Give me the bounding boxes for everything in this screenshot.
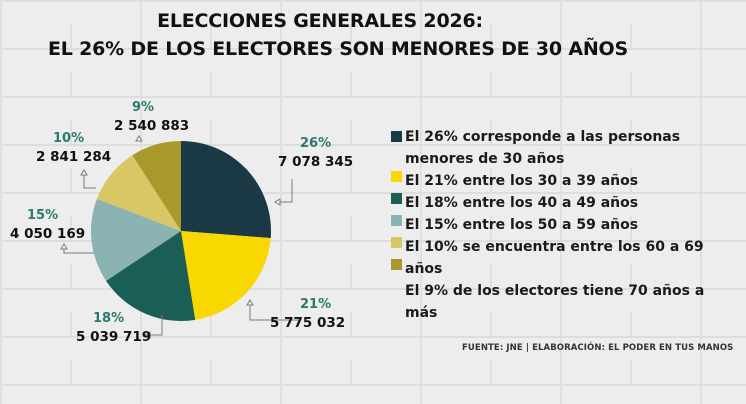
- slice-pct-5: 9%: [132, 100, 155, 115]
- legend-text-5: El 9% de los electores tiene 70 años a m…: [405, 283, 705, 321]
- slice-value-5: 2 540 883: [114, 118, 190, 134]
- slice-value-3: 4 050 169: [10, 226, 86, 242]
- legend-item-3: El 15% entre los 50 a 59 años: [391, 214, 741, 236]
- legend-item-2: El 18% entre los 40 a 49 años: [391, 192, 741, 214]
- connector-line-4: [83, 170, 96, 189]
- legend-swatch-5: [391, 259, 402, 270]
- slice-label-5: 9% 2 540 883: [114, 99, 189, 135]
- pie-slice-3: [91, 198, 181, 281]
- legend-item-1: El 21% entre los 30 a 39 años: [391, 170, 741, 192]
- slice-value-4: 2 841 284: [36, 149, 112, 165]
- legend-swatch-1: [391, 171, 402, 182]
- pie-slice-4: [96, 155, 181, 231]
- connector-line-0: [275, 179, 293, 203]
- pie-slices: [91, 141, 271, 321]
- legend-text-1: El 21% entre los 30 a 39 años: [405, 173, 639, 189]
- slice-pct-2: 18%: [93, 311, 125, 326]
- connector-arrow-4: [80, 169, 88, 176]
- slice-label-2: 18% 5 039 719: [76, 310, 151, 346]
- slice-value-0: 7 078 345: [278, 154, 354, 170]
- slice-pct-0: 26%: [300, 136, 332, 151]
- pie-slice-5: [132, 141, 181, 231]
- slice-label-4: 10% 2 841 284: [36, 130, 111, 166]
- slice-pct-1: 21%: [300, 297, 332, 312]
- slice-value-1: 5 775 032: [270, 315, 346, 331]
- connector-line-2: [145, 315, 163, 336]
- legend-swatch-4: [391, 237, 402, 248]
- slice-pct-4: 10%: [53, 131, 85, 146]
- title-line-2: EL 26% DE LOS ELECTORES SON MENORES DE 3…: [48, 38, 628, 60]
- chart-legend: El 26% corresponde a las personas menore…: [391, 126, 741, 324]
- connector-arrow-1: [246, 299, 254, 306]
- legend-item-4: El 10% se encuentra entre los 60 a 69 añ…: [391, 236, 705, 280]
- source-note: FUENTE: JNE | ELABORACIÓN: EL PODER EN T…: [462, 343, 734, 353]
- title-line-1: ELECCIONES GENERALES 2026:: [157, 10, 483, 32]
- pie-slice-2: [106, 231, 196, 321]
- legend-text-4: El 10% se encuentra entre los 60 a 69 añ…: [405, 239, 704, 277]
- slice-label-0: 26% 7 078 345: [278, 135, 353, 171]
- connector-arrow-3: [60, 243, 68, 250]
- legend-text-2: El 18% entre los 40 a 49 años: [405, 195, 639, 211]
- slice-pct-3: 15%: [27, 208, 59, 223]
- connector-arrow-5: [135, 135, 143, 142]
- connector-arrow-2: [144, 331, 151, 339]
- label-connectors: [60, 135, 300, 339]
- connector-line-1: [249, 300, 300, 321]
- slice-value-2: 5 039 719: [76, 329, 152, 345]
- legend-item-5: El 9% de los electores tiene 70 años a m…: [391, 280, 741, 324]
- legend-text-0: El 26% corresponde a las personas menore…: [405, 129, 681, 167]
- pie-slice-0: [181, 141, 271, 239]
- legend-swatch-0: [391, 131, 402, 142]
- slice-label-3: 15% 4 050 169: [10, 207, 85, 243]
- legend-swatch-3: [391, 215, 402, 226]
- connector-line-3: [63, 244, 94, 254]
- legend-swatch-2: [391, 193, 402, 204]
- pie-slice-1: [181, 231, 271, 320]
- slice-label-1: 21% 5 775 032: [270, 296, 345, 332]
- legend-text-3: El 15% entre los 50 a 59 años: [405, 217, 639, 233]
- legend-item-0: El 26% corresponde a las personas menore…: [391, 126, 735, 170]
- connector-arrow-0: [274, 198, 281, 206]
